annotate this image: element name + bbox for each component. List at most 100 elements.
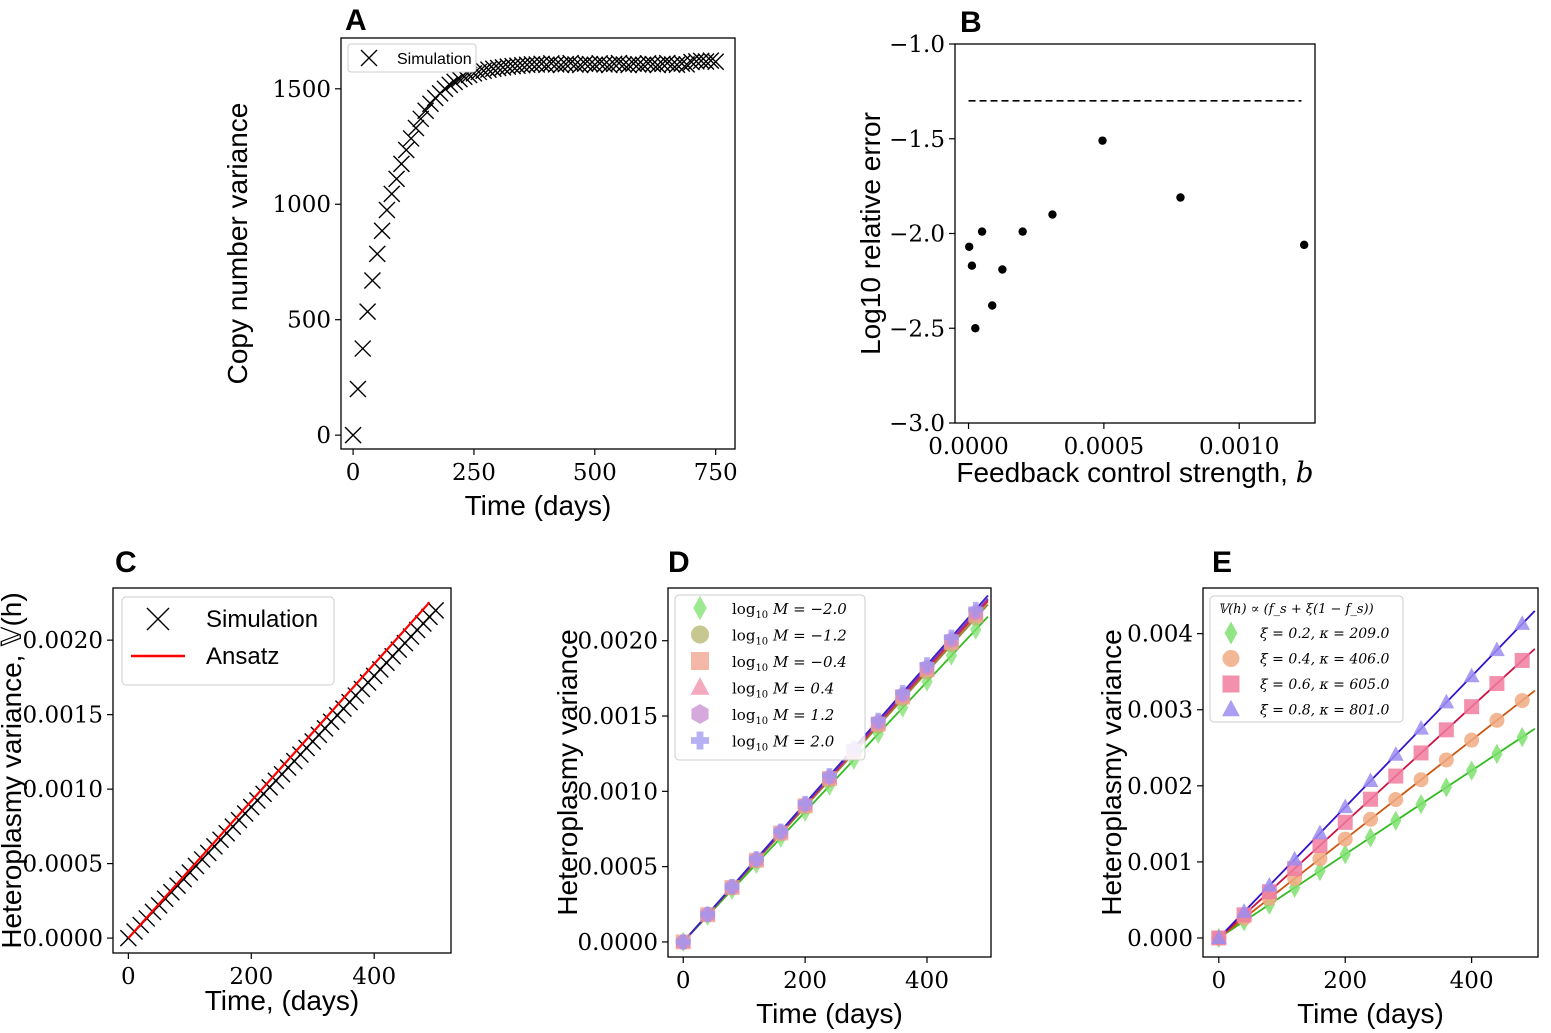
data-point [675,934,691,950]
legend-box [121,596,335,686]
x-tick-label: 400 [1450,968,1494,994]
data-point [446,73,464,91]
y-tick-label: 0.0020 [23,628,103,654]
y-tick-label: −1.0 [889,32,945,58]
legend-label-ansatz: Ansatz [206,643,279,670]
data-point [1413,719,1429,735]
y-tick-label: 0.0000 [23,926,103,952]
x-axis-label: Time (days) [1297,998,1444,1029]
data-point [417,102,435,120]
data-point [1312,851,1328,867]
data-point [1363,811,1378,827]
y-tick-label: 0.004 [1127,622,1193,648]
data-point [1364,827,1377,848]
x-tick-label: 0 [676,968,691,994]
data-point [1236,903,1252,918]
legend-box [1209,595,1404,723]
y-tick-label: 0 [316,423,331,449]
data-point [407,119,425,137]
panel-letter-B: B [960,6,982,39]
data-point [354,340,372,358]
panel-B: B 0.0000 0.0005 0.0010 −3.0 −2.5 −2.0 −1.5 −1.0 F… [855,6,1316,489]
data-point [349,380,367,398]
data-point [1224,621,1238,645]
data-point [427,601,445,619]
panel-A: A 0 250 500 750 0 500 1000 1500 Simulation Time (d… [222,4,738,521]
data-point [748,851,764,867]
data-point [1489,641,1505,657]
x-tick-label: 0.0010 [1199,434,1279,460]
data-point [967,261,977,270]
data-point [1514,693,1530,709]
plot-frame [1202,587,1539,958]
data-point [402,129,420,147]
data-point [998,265,1007,274]
data-point [1362,772,1379,787]
legend-label: ξ = 0.4, κ = 406.0 [1260,652,1389,668]
data-point [1464,699,1480,715]
data-point [397,141,415,159]
x-tick-label: 200 [1323,968,1367,994]
data-point [1176,193,1185,202]
x-tick-label: 0 [346,460,361,486]
data-point [1415,793,1427,815]
data-point [707,53,725,71]
legend: Simulation [347,43,477,73]
data-point [943,629,959,645]
legend-title: 𝕍(h) ∝ (f_s + ξ(1 − f_s)) [1218,602,1374,617]
data-point [1514,615,1531,630]
data-point [965,242,974,251]
data-point [441,76,459,94]
ansatz-line [127,601,431,939]
legend-label: log10 M = 0.4 [732,680,834,701]
y-tick-label: 0.001 [1127,850,1193,876]
data-point [691,731,709,750]
data-point [1489,712,1505,728]
data-point [691,625,709,644]
y-tick-label: 0.003 [1127,698,1193,724]
data-point [977,227,987,236]
legend-label: log10 M = 1.2 [732,706,834,727]
data-point [691,704,709,724]
data-point [1388,792,1404,808]
legend-label: ξ = 0.2, κ = 209.0 [1260,626,1389,642]
data-point [1018,227,1027,236]
data-point [388,170,406,188]
data-point [1299,240,1309,250]
data-point [773,823,789,839]
data-point [1312,837,1328,853]
y-tick-label: 0.0005 [23,852,103,878]
data-point [797,795,813,811]
y-axis-label: Log10 relative error [855,112,886,355]
legend-label: log10 M = −0.4 [732,653,847,674]
data-point [919,657,935,673]
data-point [359,303,377,321]
data-point [702,52,720,70]
y-tick-label: 0.0010 [578,779,658,805]
data-point [368,245,386,263]
data-point [1312,824,1328,840]
data-point [1222,675,1240,693]
data-point [1413,772,1429,788]
data-point [1438,693,1455,709]
legend: Simulation Ansatz [121,596,335,686]
data-point [378,201,396,219]
data-point [1387,746,1404,761]
y-tick-label: 1500 [272,77,331,103]
x-tick-label: 500 [573,460,617,486]
y-tick-label: 0.0005 [578,855,658,881]
panel-D: D 0 200 400 0.0000 0.0005 0.0010 0.0015 0.0020 lo… [552,546,992,1029]
x-tick-label: 0 [121,964,136,990]
legend-box [347,43,477,73]
data-point [363,271,381,289]
data-point [344,426,362,444]
data-point [412,110,430,128]
data-point [1491,743,1503,764]
x-tick-label: 250 [452,460,496,486]
data-point [1261,877,1278,892]
y-axis-label: Heteroplasmy variance [552,629,583,915]
y-axis-label: Heteroplasmy variance [1096,629,1127,915]
data-point [690,677,710,695]
plot-frame [340,37,736,450]
